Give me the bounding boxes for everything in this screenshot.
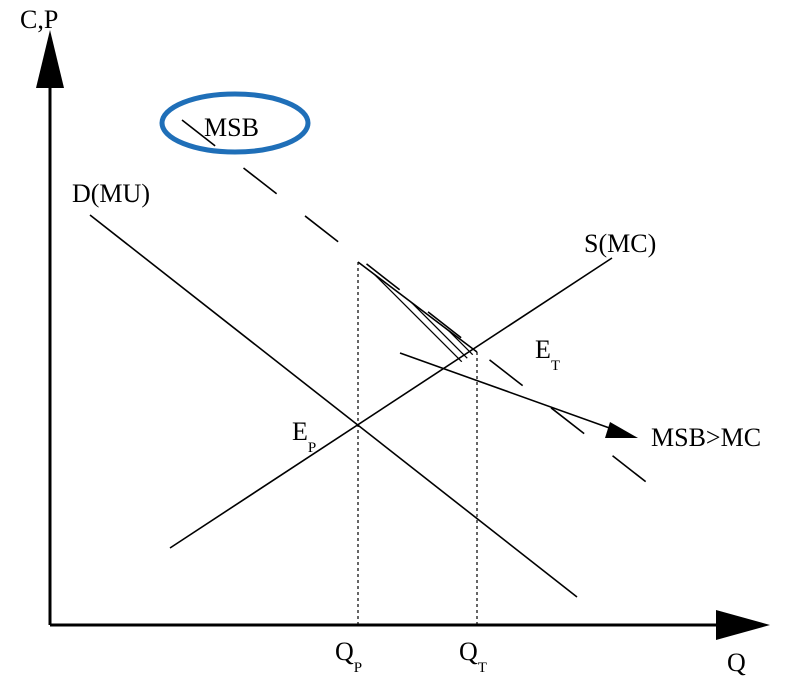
hatch-line (416, 262, 477, 428)
demand-curve (89, 214, 578, 598)
x-axis-label: Q (727, 648, 746, 677)
ep-label: EP (292, 417, 316, 456)
hatch-line (534, 200, 800, 500)
msb-highlight-ellipse (159, 91, 311, 155)
y-axis-arrow (36, 30, 64, 88)
hatch-line (525, 200, 800, 500)
et-label: ET (535, 335, 560, 374)
supply-label: S(MC) (584, 229, 656, 258)
annotation-arrow-line (399, 352, 616, 431)
hatch-line (358, 262, 477, 428)
y-axis-label: C,P (20, 5, 58, 34)
demand-label: D(MU) (72, 179, 150, 208)
hatch-line (358, 262, 477, 428)
hatch-line (407, 262, 477, 428)
hatch-line (358, 262, 477, 428)
msb-label: MSB (204, 113, 259, 142)
qt-label: QT (459, 637, 487, 676)
msb-curve (181, 119, 651, 486)
annotation-arrowhead (605, 422, 638, 438)
x-axis-arrow (716, 610, 770, 640)
hatch-upper-edge (357, 261, 478, 353)
supply-curve (169, 257, 613, 549)
qp-label: QP (335, 637, 362, 676)
hatched-welfare-area (358, 200, 800, 500)
hatch-line (543, 200, 800, 500)
annotation-label: MSB>MC (651, 423, 761, 452)
hatch-line (516, 200, 800, 500)
